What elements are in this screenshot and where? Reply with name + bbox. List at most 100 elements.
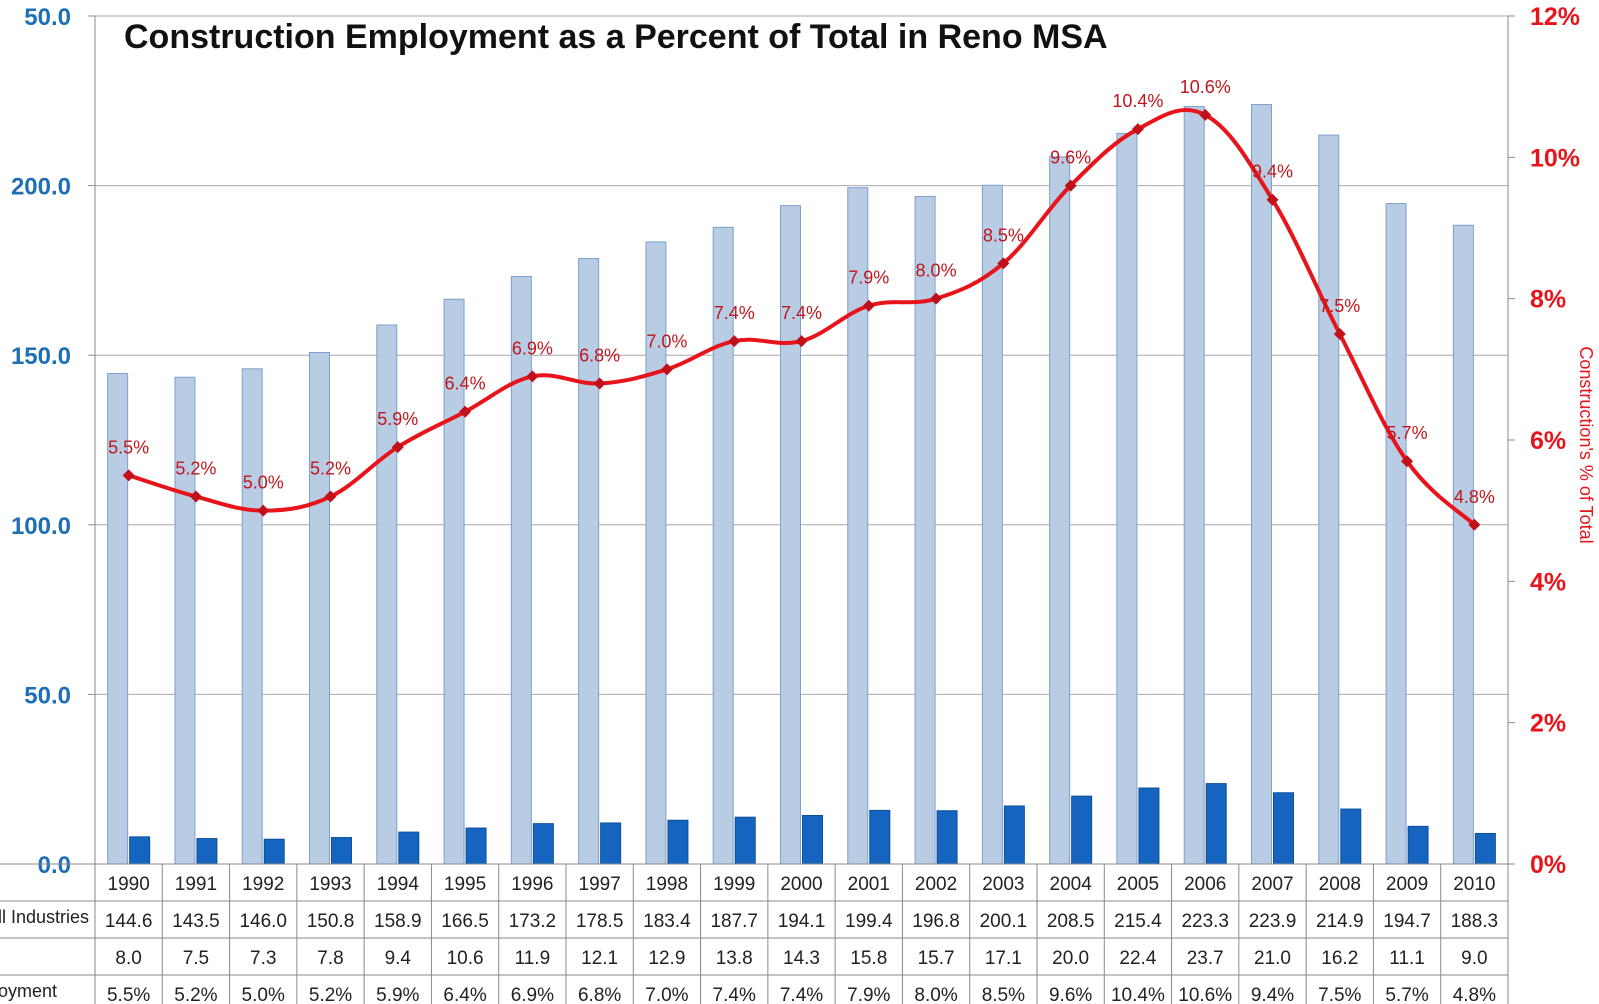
- gridlines: [95, 15, 1508, 865]
- table-cell: 2002: [915, 874, 957, 895]
- right-tick-label: 2%: [1530, 710, 1566, 738]
- table-cell: 214.9: [1316, 911, 1364, 932]
- bar-all-industries: [1452, 224, 1474, 865]
- percent-data-label: 9.4%: [1252, 162, 1293, 182]
- bar-all-industries: [174, 376, 196, 865]
- percent-marker: [257, 504, 270, 517]
- bar-all-industries: [981, 184, 1003, 865]
- table-cell: 7.3: [250, 948, 276, 969]
- percent-marker: [122, 469, 135, 482]
- percent-line: 5.5% 5.2% 5.0% 5.2% 5.9% 6.4% 6.9% 6.8% 7.0% 7.4%…: [108, 77, 1495, 531]
- percent-data-label: 7.5%: [1319, 296, 1360, 316]
- table-cell: 158.9: [374, 911, 422, 932]
- table-cell: 10.6: [447, 948, 484, 969]
- percent-data-label: 6.9%: [512, 338, 553, 358]
- table-cell: 2003: [982, 874, 1024, 895]
- table-cell: 200.1: [980, 911, 1028, 932]
- bar-all-industries: [1318, 134, 1340, 865]
- left-tick-label: 0.0: [38, 852, 71, 879]
- bar-construction: [1273, 792, 1294, 865]
- table-cell: 1999: [713, 874, 755, 895]
- right-tick-label: 12%: [1530, 3, 1580, 31]
- percent-marker: [1266, 193, 1279, 206]
- bar-construction: [1340, 808, 1362, 865]
- bar-all-industries: [1385, 203, 1407, 865]
- percent-data-label: 8.0%: [916, 261, 957, 281]
- bar-construction: [869, 809, 891, 865]
- table-cell: 21.0: [1254, 948, 1291, 969]
- percent-marker: [1333, 328, 1346, 340]
- table-cell: 12.9: [648, 948, 685, 969]
- table-cell: 6.9%: [511, 985, 554, 1004]
- table-cell: 2009: [1386, 874, 1428, 895]
- table-cell: 178.5: [576, 911, 624, 932]
- percent-data-label: 7.4%: [714, 303, 755, 323]
- percent-marker: [660, 363, 673, 376]
- percent-data-label: 6.8%: [579, 345, 620, 365]
- table-cell: 5.2%: [174, 985, 217, 1004]
- table-cell: 10.6%: [1178, 985, 1232, 1004]
- table-cell: 6.8%: [578, 985, 621, 1004]
- table-cell: 199.4: [845, 911, 893, 932]
- right-tick-label: 10%: [1530, 144, 1580, 172]
- table-cell: 215.4: [1114, 911, 1162, 932]
- table-cell: 188.3: [1451, 911, 1499, 932]
- table-cell: 187.7: [710, 911, 758, 932]
- percent-marker: [1131, 123, 1144, 136]
- table-cell: 223.9: [1249, 911, 1297, 932]
- table-cell: 7.4%: [713, 985, 756, 1004]
- table-cell: 13.8: [716, 948, 753, 969]
- table-cell: 1991: [175, 874, 217, 895]
- percent-data-label: 6.4%: [445, 374, 486, 394]
- percent-marker: [324, 490, 337, 503]
- table-cell: 2007: [1251, 874, 1293, 895]
- table-cell: 2001: [848, 874, 890, 895]
- bar-construction: [802, 814, 823, 865]
- percent-marker: [795, 335, 808, 348]
- table-cell: 6.4%: [443, 985, 486, 1004]
- percent-marker: [189, 490, 202, 503]
- bar-all-industries: [1049, 156, 1071, 865]
- bar-construction: [936, 810, 958, 865]
- table-cell: 5.0%: [242, 985, 285, 1004]
- table-cell: 12.1: [581, 948, 618, 969]
- table-cell: 15.8: [850, 948, 887, 969]
- table-cell: 146.0: [239, 911, 287, 932]
- percent-marker: [391, 441, 404, 454]
- table-cell: 4.8%: [1453, 985, 1496, 1004]
- table-cell: 7.4%: [780, 985, 823, 1004]
- table-cell: 7.5: [183, 948, 209, 969]
- bar-construction: [734, 816, 756, 865]
- table-cell: 1990: [108, 874, 150, 895]
- table-cell: 1994: [377, 874, 420, 895]
- data-table: 1990 1991 1992 1993 1994 1995 1996 1997 1998 1999…: [0, 863, 1509, 1004]
- percent-data-label: 5.5%: [108, 437, 149, 457]
- table-cell: 2005: [1117, 874, 1159, 895]
- bar-construction: [1138, 787, 1160, 865]
- table-cell: 1996: [511, 874, 553, 895]
- left-tick-label: 50.0: [24, 682, 71, 709]
- table-cell: 17.1: [985, 948, 1022, 969]
- table-cell: 9.4%: [1251, 985, 1294, 1004]
- table-cell: 2006: [1184, 874, 1226, 895]
- table-cell: 194.7: [1383, 911, 1431, 932]
- left-tick-label: 100.0: [11, 513, 71, 540]
- bar-all-industries: [1251, 104, 1272, 865]
- table-row-label: oyment: [0, 981, 57, 1001]
- table-cell: 173.2: [509, 911, 557, 932]
- table-cell: 7.9%: [847, 985, 890, 1004]
- bar-all-industries: [376, 324, 398, 865]
- bar-construction: [1071, 795, 1093, 865]
- percent-data-label: 5.7%: [1387, 423, 1428, 443]
- bars: [107, 104, 1496, 865]
- bar-construction: [1003, 805, 1025, 865]
- chart-title: Construction Employment as a Percent of …: [124, 18, 1108, 56]
- percent-data-label: 10.4%: [1112, 91, 1163, 111]
- table-cell: 1998: [646, 874, 688, 895]
- table-cell: 1993: [309, 874, 351, 895]
- percent-marker: [1199, 108, 1212, 121]
- percent-data-label: 9.6%: [1050, 148, 1091, 168]
- bar-construction: [263, 838, 285, 865]
- table-cell: 143.5: [172, 911, 220, 932]
- bar-construction: [1474, 832, 1496, 865]
